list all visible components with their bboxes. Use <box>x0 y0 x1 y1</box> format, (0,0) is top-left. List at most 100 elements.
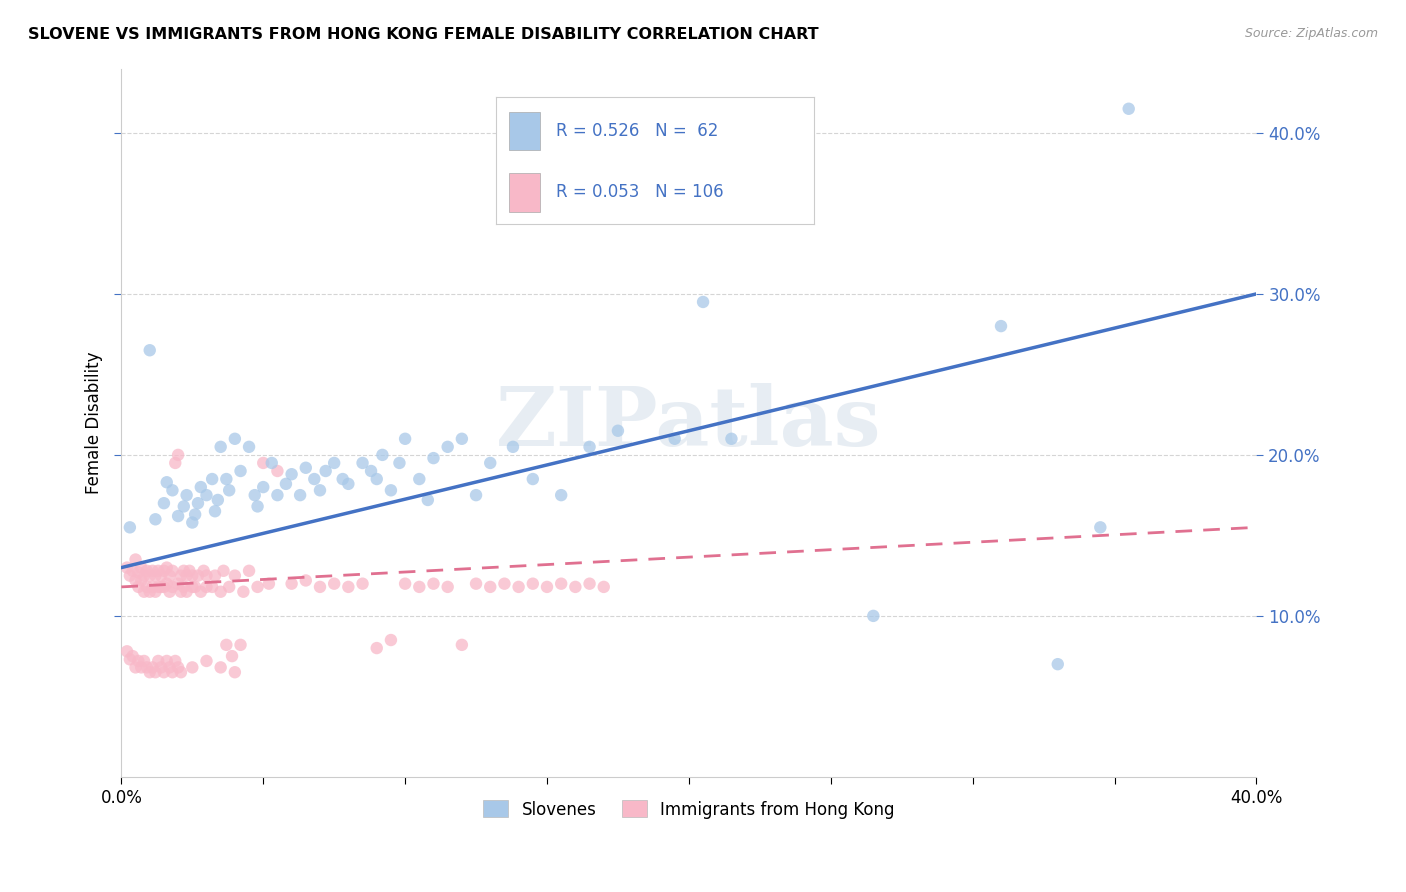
Point <box>201 580 224 594</box>
Point <box>184 508 207 522</box>
Point <box>129 574 152 588</box>
Point <box>135 580 157 594</box>
Point <box>179 564 201 578</box>
Point <box>135 564 157 578</box>
Point <box>195 488 218 502</box>
Point <box>118 652 141 666</box>
Point <box>479 580 502 594</box>
Point <box>165 456 187 470</box>
Point <box>536 580 558 594</box>
Point <box>422 451 444 466</box>
Point <box>294 574 316 588</box>
Point <box>238 440 260 454</box>
Point <box>165 654 187 668</box>
Point <box>170 584 193 599</box>
Point <box>315 464 337 478</box>
Point <box>187 496 209 510</box>
Point <box>450 638 472 652</box>
Point <box>156 560 179 574</box>
Point <box>246 580 269 594</box>
Point <box>153 496 176 510</box>
Point <box>150 660 173 674</box>
Point <box>148 654 170 668</box>
Point <box>148 580 170 594</box>
Point <box>309 580 332 594</box>
Point <box>323 576 346 591</box>
Point <box>173 500 195 514</box>
Point <box>176 584 198 599</box>
Point <box>162 564 184 578</box>
Point <box>606 424 628 438</box>
Point <box>142 660 165 674</box>
Point <box>176 568 198 582</box>
Point <box>156 576 179 591</box>
Point <box>209 660 232 674</box>
Point <box>280 467 302 482</box>
Point <box>195 568 218 582</box>
Point <box>408 580 430 594</box>
Point <box>352 456 374 470</box>
Point <box>176 488 198 502</box>
Point <box>173 564 195 578</box>
Text: Source: ZipAtlas.com: Source: ZipAtlas.com <box>1244 27 1378 40</box>
Point <box>990 319 1012 334</box>
Point <box>132 568 155 582</box>
Point <box>156 475 179 490</box>
Point <box>153 564 176 578</box>
Point <box>204 568 226 582</box>
Point <box>124 574 146 588</box>
Point <box>118 520 141 534</box>
Point <box>564 580 586 594</box>
Point <box>215 472 238 486</box>
Point <box>720 432 742 446</box>
Point <box>159 568 181 582</box>
Point <box>221 649 243 664</box>
Point <box>142 564 165 578</box>
Point <box>138 568 160 582</box>
Point <box>124 660 146 674</box>
Point <box>162 483 184 498</box>
Point <box>181 568 204 582</box>
Point <box>132 584 155 599</box>
Point <box>162 665 184 680</box>
Point <box>127 654 149 668</box>
Point <box>121 649 143 664</box>
Point <box>422 576 444 591</box>
Point <box>508 580 530 594</box>
Point <box>380 483 402 498</box>
Point <box>664 432 686 446</box>
Point <box>332 472 354 486</box>
Point <box>224 665 246 680</box>
Point <box>135 660 157 674</box>
Point <box>229 638 252 652</box>
Point <box>209 584 232 599</box>
Point <box>522 576 544 591</box>
Point <box>323 456 346 470</box>
Point <box>167 576 190 591</box>
Text: SLOVENE VS IMMIGRANTS FROM HONG KONG FEMALE DISABILITY CORRELATION CHART: SLOVENE VS IMMIGRANTS FROM HONG KONG FEM… <box>28 27 818 42</box>
Point <box>309 483 332 498</box>
Point <box>118 568 141 582</box>
Point <box>394 432 416 446</box>
Point <box>132 654 155 668</box>
Point <box>129 660 152 674</box>
Point <box>692 295 714 310</box>
Point <box>229 464 252 478</box>
Point <box>862 608 884 623</box>
Point <box>142 580 165 594</box>
Point <box>127 580 149 594</box>
Y-axis label: Female Disability: Female Disability <box>86 351 103 494</box>
Point <box>181 580 204 594</box>
Point <box>1118 102 1140 116</box>
Point <box>266 464 288 478</box>
Point <box>167 660 190 674</box>
Point <box>129 560 152 574</box>
Point <box>207 493 229 508</box>
Point <box>153 665 176 680</box>
Point <box>148 564 170 578</box>
Point <box>494 576 516 591</box>
Point <box>115 644 138 658</box>
Point <box>304 472 326 486</box>
Point <box>246 500 269 514</box>
Point <box>288 488 311 502</box>
